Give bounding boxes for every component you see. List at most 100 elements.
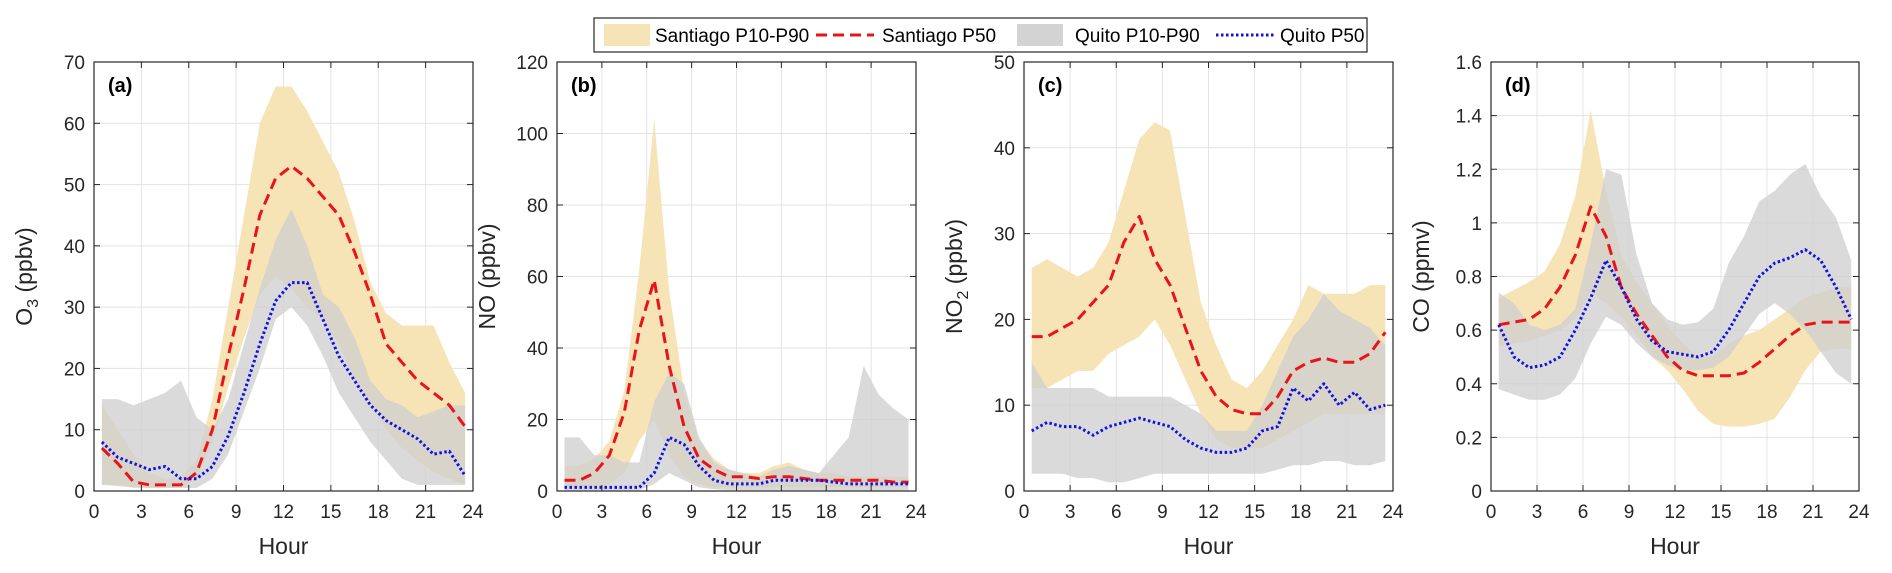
x-axis-label: Hour bbox=[259, 533, 309, 559]
legend-label: Santiago P10-P90 bbox=[655, 26, 809, 47]
y-tick-label: 0.8 bbox=[1456, 268, 1482, 289]
y-axis-label-unit: (ppbv) bbox=[11, 227, 37, 299]
legend-swatch-band bbox=[1017, 24, 1063, 46]
panel-3: 0 3 6 9 12 15 18 21 24 0 10 20 30 40 50 (c) Hour NO2 (ppb… bbox=[941, 53, 1404, 559]
santiago-p50-line bbox=[1031, 214, 1387, 416]
quito-p10-p90-band bbox=[101, 209, 466, 488]
x-tick-label: 0 bbox=[1019, 502, 1030, 523]
y-tick-label: 1 bbox=[1471, 214, 1482, 235]
y-axis-label-main: CO bbox=[1408, 298, 1434, 333]
y-tick-label: 120 bbox=[516, 53, 548, 74]
x-axis-label: Hour bbox=[1650, 533, 1700, 559]
y-axis-label: CO (ppmv) bbox=[1408, 220, 1434, 332]
y-tick-label: 70 bbox=[64, 53, 85, 74]
legend-label: Santiago P50 bbox=[882, 26, 996, 47]
x-tick-label: 3 bbox=[1532, 502, 1543, 523]
santiago-p50-line bbox=[100, 164, 467, 487]
x-tick-label: 9 bbox=[686, 502, 697, 523]
x-tick-label: 15 bbox=[320, 502, 341, 523]
santiago-p10-p90-band bbox=[1498, 110, 1852, 427]
panel-label: (a) bbox=[108, 75, 132, 97]
x-tick-label: 24 bbox=[462, 502, 484, 523]
x-tick-label: 12 bbox=[726, 502, 747, 523]
legend-swatch-band bbox=[604, 24, 650, 46]
y-tick-label: 20 bbox=[64, 359, 85, 380]
x-axis-label: Hour bbox=[1184, 533, 1234, 559]
x-tick-label: 24 bbox=[1382, 502, 1404, 523]
quito-p10-p90-band bbox=[1498, 163, 1852, 400]
panel-label: (c) bbox=[1038, 75, 1062, 97]
x-tick-label: 6 bbox=[1578, 502, 1589, 523]
y-axis-label-unit: (ppbv) bbox=[474, 223, 500, 295]
y-tick-label: 0 bbox=[537, 482, 548, 503]
y-tick-label: 40 bbox=[64, 237, 85, 258]
y-tick-label: 0 bbox=[74, 482, 85, 503]
y-axis-label-main: NO bbox=[941, 300, 967, 335]
legend: Santiago P10-P90 Santiago P50 Quito P10-P9… bbox=[593, 17, 1368, 53]
y-tick-label: 30 bbox=[994, 225, 1015, 246]
y-axis-label-main: O bbox=[11, 308, 37, 326]
y-tick-label: 10 bbox=[64, 421, 85, 442]
y-tick-label: 0.2 bbox=[1456, 428, 1482, 449]
y-tick-label: 0 bbox=[1471, 482, 1482, 503]
x-tick-label: 18 bbox=[1756, 502, 1777, 523]
panel-2: 0 3 6 9 12 15 18 21 24 0 20 40 60 80 100 120 (b) Hour NO (… bbox=[474, 53, 927, 559]
y-axis-label: O3 (ppbv) bbox=[11, 227, 42, 325]
x-axis-label: Hour bbox=[712, 533, 762, 559]
x-tick-label: 9 bbox=[1157, 502, 1168, 523]
y-axis-label-subscript: 2 bbox=[955, 291, 972, 300]
quito-p50-line bbox=[100, 281, 467, 481]
y-tick-label: 10 bbox=[994, 396, 1015, 417]
y-tick-label: 50 bbox=[994, 53, 1015, 74]
y-tick-label: 100 bbox=[516, 125, 548, 146]
y-tick-label: 80 bbox=[527, 196, 548, 217]
x-tick-label: 6 bbox=[183, 502, 194, 523]
x-tick-label: 21 bbox=[861, 502, 882, 523]
y-tick-label: 1.2 bbox=[1456, 160, 1482, 181]
x-tick-label: 0 bbox=[89, 502, 100, 523]
santiago-p50-line bbox=[1498, 205, 1852, 378]
legend-label: Quito P50 bbox=[1280, 26, 1365, 47]
x-tick-label: 24 bbox=[905, 502, 927, 523]
quito-p10-p90-band bbox=[1031, 293, 1386, 483]
x-tick-label: 6 bbox=[1111, 502, 1122, 523]
quito-p10-p90-band bbox=[564, 365, 909, 491]
x-tick-label: 0 bbox=[552, 502, 563, 523]
legend-label: Quito P10-P90 bbox=[1075, 26, 1200, 47]
y-axis-label-unit: (ppmv) bbox=[1408, 220, 1434, 298]
santiago-p10-p90-band bbox=[564, 119, 909, 488]
x-tick-label: 3 bbox=[597, 502, 608, 523]
y-tick-label: 40 bbox=[994, 139, 1015, 160]
y-tick-label: 0.6 bbox=[1456, 321, 1482, 342]
y-tick-label: 0.4 bbox=[1456, 375, 1483, 396]
x-tick-label: 18 bbox=[816, 502, 837, 523]
y-axis-label-subscript: 3 bbox=[25, 299, 42, 308]
quito-p50-line bbox=[1497, 248, 1853, 370]
x-tick-label: 15 bbox=[1710, 502, 1731, 523]
quito-p50-line bbox=[1030, 382, 1386, 454]
y-tick-label: 50 bbox=[64, 176, 85, 197]
quito-p50-line bbox=[564, 435, 909, 489]
x-tick-label: 21 bbox=[1802, 502, 1823, 523]
x-tick-label: 12 bbox=[1664, 502, 1685, 523]
x-tick-label: 24 bbox=[1848, 502, 1870, 523]
y-axis-label-unit: (ppbv) bbox=[941, 219, 967, 291]
santiago-p50-line bbox=[564, 278, 909, 484]
x-tick-label: 9 bbox=[231, 502, 242, 523]
x-tick-label: 9 bbox=[1624, 502, 1635, 523]
y-axis-label: NO2 (ppbv) bbox=[941, 219, 972, 334]
y-tick-label: 30 bbox=[64, 298, 85, 319]
y-tick-label: 1.4 bbox=[1456, 107, 1483, 128]
x-tick-label: 6 bbox=[641, 502, 652, 523]
panel-4: 0 3 6 9 12 15 18 21 24 0 0.2 0.4 0.6 0.8 1 1.2 1.4 1.6 (d)… bbox=[1408, 53, 1870, 559]
x-tick-label: 18 bbox=[1290, 502, 1311, 523]
x-tick-label: 15 bbox=[771, 502, 792, 523]
y-tick-label: 1.6 bbox=[1456, 53, 1482, 74]
y-axis-label: NO (ppbv) bbox=[474, 223, 500, 329]
x-tick-label: 21 bbox=[415, 502, 436, 523]
x-tick-label: 21 bbox=[1336, 502, 1357, 523]
x-tick-label: 0 bbox=[1486, 502, 1497, 523]
